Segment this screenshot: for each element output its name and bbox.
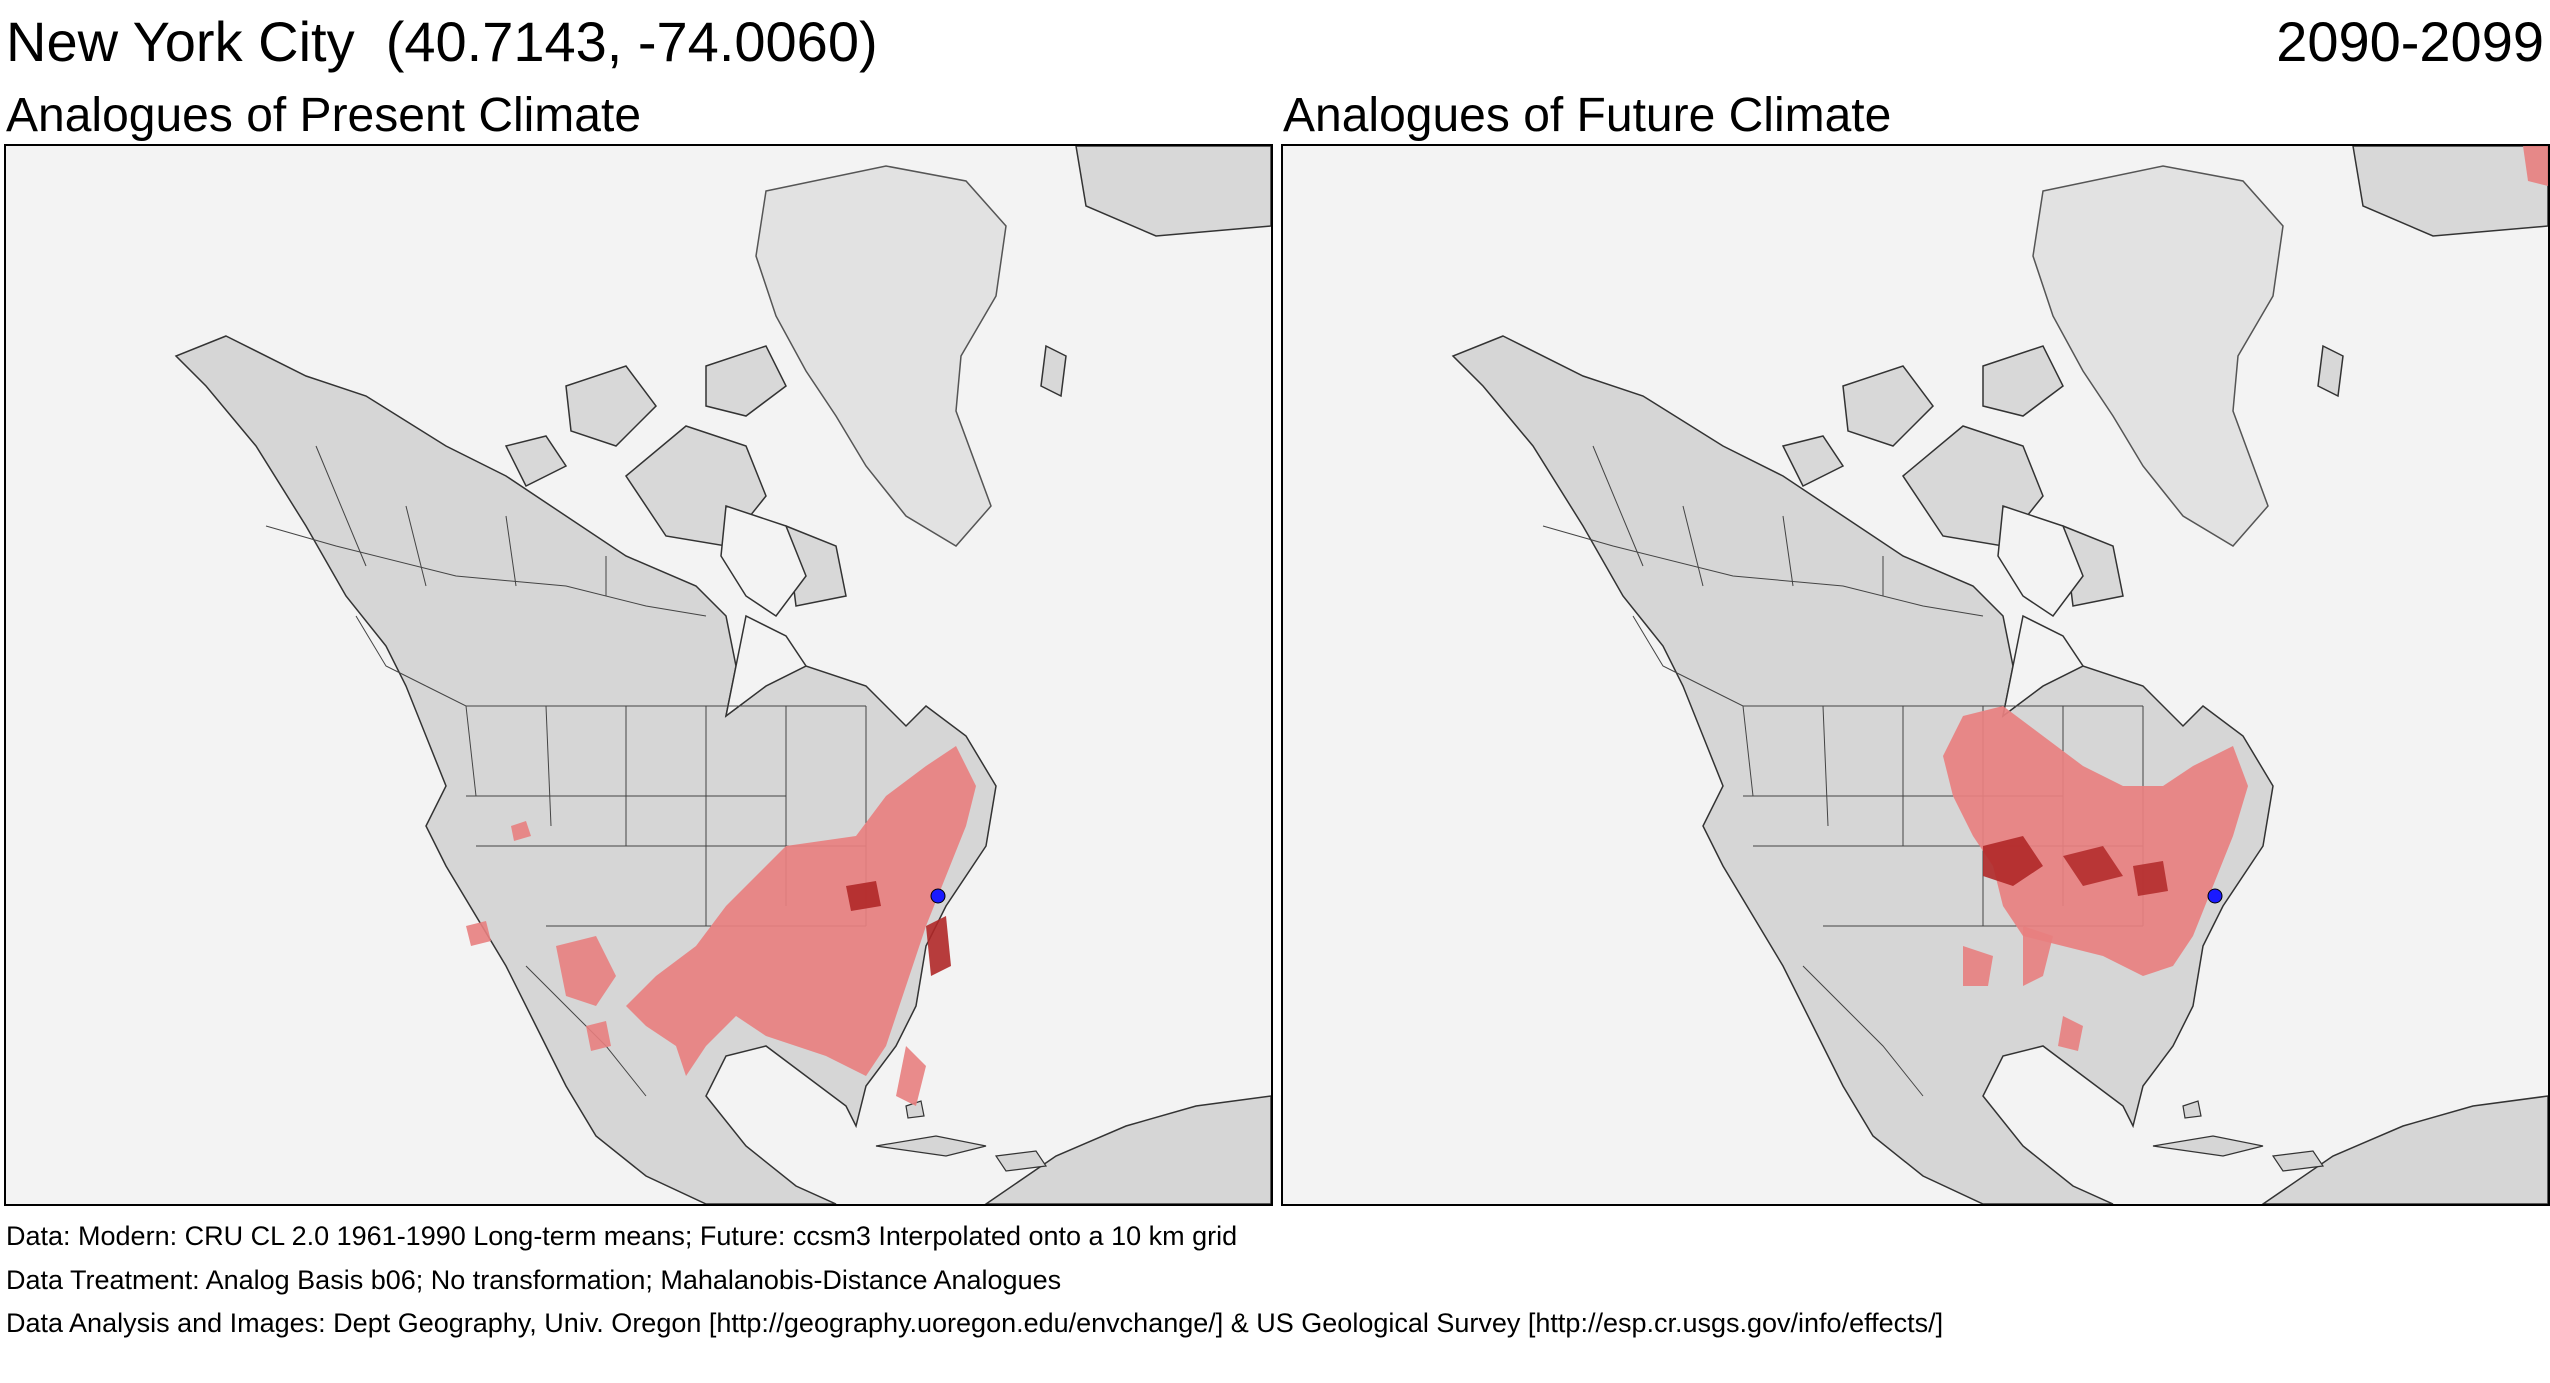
- political-boundaries: [265, 445, 867, 1097]
- footer-data-analysis: Data Analysis and Images: Dept Geography…: [6, 1308, 1944, 1338]
- hudson-bay: [720, 504, 807, 618]
- future-panel-title: Analogues of Future Climate: [1283, 89, 1892, 142]
- present-panel-title: Analogues of Present Climate: [6, 89, 642, 142]
- future-map-svg: [1451, 146, 2548, 1204]
- south-america-landmass: [984, 1095, 1271, 1204]
- greenland-landmass: [755, 165, 1007, 547]
- new-york-site-marker: [930, 888, 946, 904]
- north-america-landmass: [1451, 335, 2274, 1204]
- footer-data-treatment: Data Treatment: Analog Basis b06; No tra…: [6, 1265, 1062, 1295]
- analogue-regions: [466, 746, 976, 1106]
- present-map-svg: [174, 146, 1271, 1204]
- present-climate-map: [4, 144, 1273, 1206]
- caribbean-islands: [875, 1100, 1048, 1172]
- page-title: New York City (40.7143, -74.0060): [6, 10, 878, 73]
- political-boundaries: [1542, 445, 2144, 1097]
- future-climate-map: [1281, 144, 2550, 1206]
- new-york-site-marker: [2207, 888, 2223, 904]
- footer-data-source: Data: Modern: CRU CL 2.0 1961-1990 Long-…: [6, 1221, 1238, 1251]
- greenland-landmass: [2032, 165, 2284, 547]
- analogue-regions: [1943, 146, 2548, 1051]
- period-label: 2090-2099: [2276, 10, 2544, 73]
- caribbean-islands: [2152, 1100, 2325, 1172]
- arctic-islands: [504, 146, 1271, 607]
- hudson-bay: [1997, 504, 2084, 618]
- south-america-landmass: [2261, 1095, 2548, 1204]
